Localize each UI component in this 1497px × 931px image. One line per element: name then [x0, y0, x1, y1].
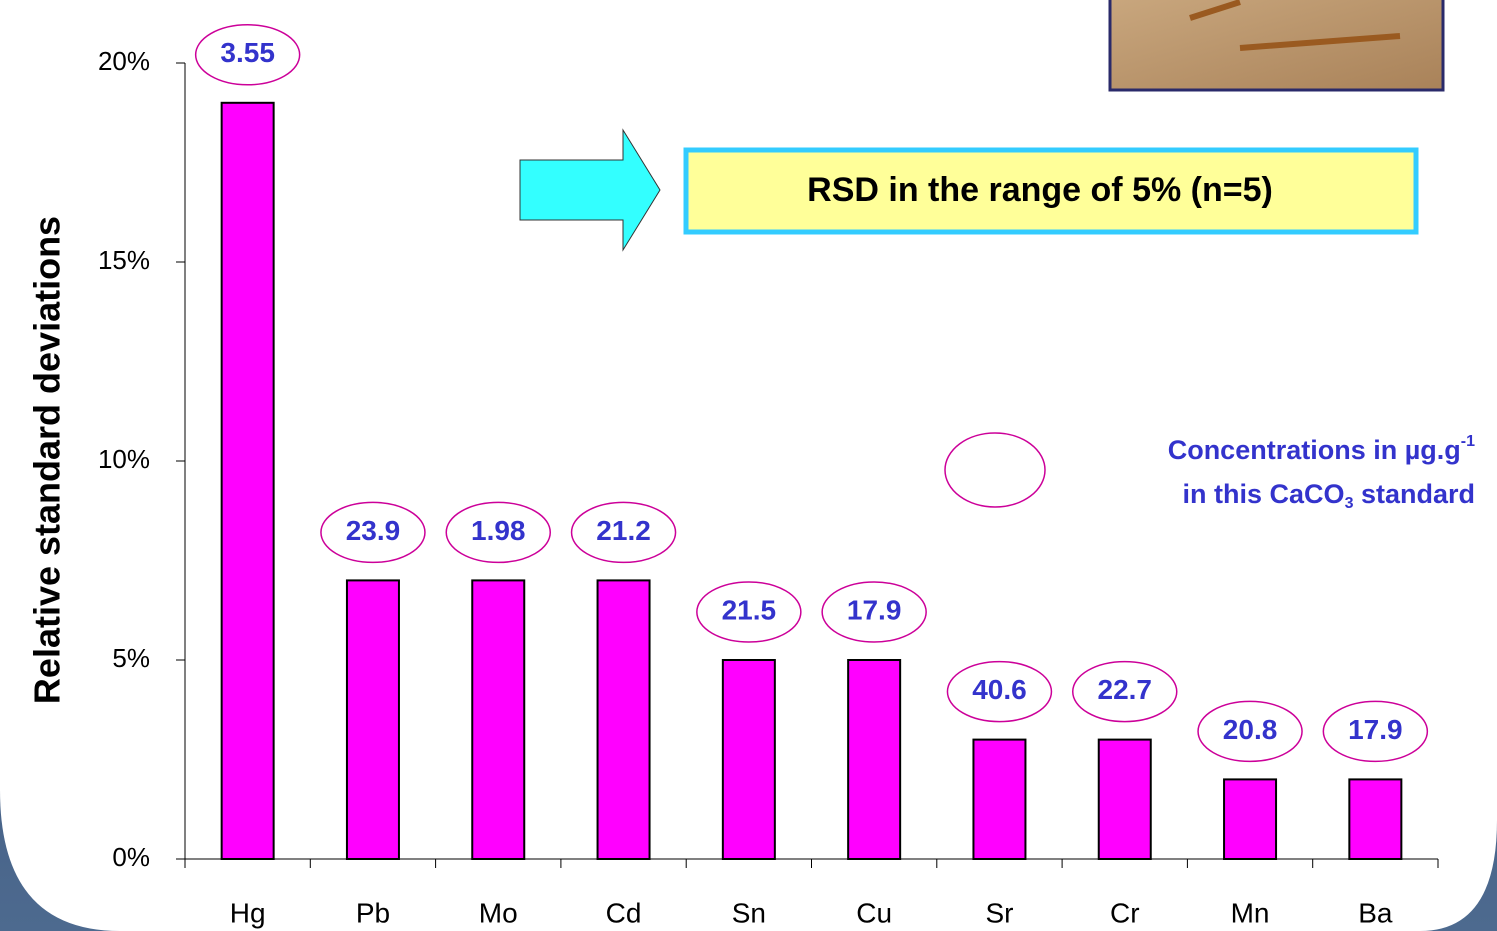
y-tick-label: 20%	[98, 46, 150, 76]
concentration-ellipse	[1322, 700, 1429, 763]
legend-text: Concentrations in µg.g	[1168, 435, 1461, 465]
bar	[1223, 778, 1278, 861]
x-tick-label: Cu	[856, 897, 892, 928]
y-tick-label: 0%	[112, 842, 150, 872]
bar	[345, 579, 400, 861]
x-tick-label: Pb	[356, 897, 390, 928]
x-tick-label: Cd	[606, 897, 642, 928]
legend-line: in this CaCO3 standard	[1183, 479, 1475, 512]
concentration-ellipse	[821, 581, 927, 643]
y-tick-label: 10%	[98, 444, 150, 474]
legend-ellipse	[944, 432, 1046, 508]
concentration-label: 21.2	[596, 515, 651, 546]
concentration-ellipse	[570, 501, 677, 564]
bar	[596, 579, 651, 861]
legend-sub: 3	[1345, 495, 1354, 512]
photo-detail	[1189, 0, 1401, 51]
concentration-ellipse	[1197, 700, 1303, 763]
concentration-ellipse	[194, 24, 301, 86]
bar	[220, 101, 275, 861]
bar	[721, 659, 776, 860]
x-tick-label: Ba	[1358, 897, 1393, 928]
concentration-ellipse	[320, 501, 426, 564]
concentration-ellipse	[1072, 660, 1178, 723]
concentration-label: 20.8	[1223, 714, 1278, 745]
y-tick-label: 5%	[112, 643, 150, 673]
x-tick-label: Mo	[479, 897, 518, 928]
concentration-label: 3.55	[220, 37, 275, 68]
legend-sup: -1	[1461, 433, 1475, 450]
callout-box	[683, 147, 1419, 235]
x-tick-label: Sn	[732, 897, 766, 928]
concentration-ellipse	[696, 581, 802, 643]
x-tick-label: Mn	[1231, 897, 1270, 928]
x-tick-label: Sr	[985, 897, 1013, 928]
callout: RSD in the range of 5% (n=5)	[807, 171, 1273, 209]
bar	[972, 738, 1027, 860]
x-tick-label: Hg	[230, 897, 266, 928]
bar	[1097, 738, 1152, 860]
bar	[1348, 778, 1403, 861]
concentration-ellipse	[946, 660, 1053, 723]
y-axis-title: Relative standard deviations	[27, 216, 68, 704]
concentration-label: 40.6	[972, 674, 1027, 705]
concentration-label: 17.9	[1348, 714, 1403, 745]
bar	[847, 659, 902, 860]
concentration-ellipse	[445, 501, 551, 564]
legend-line: Concentrations in µg.g-1	[1168, 433, 1475, 465]
concentration-label: 23.9	[346, 515, 401, 546]
bar	[471, 579, 526, 861]
concentration-label: 1.98	[471, 515, 526, 546]
concentration-label: 21.5	[722, 594, 777, 625]
x-tick-label: Cr	[1110, 897, 1140, 928]
legend-text: in this CaCO	[1183, 479, 1345, 509]
concentration-label: 17.9	[847, 594, 902, 625]
concentration-label: 22.7	[1098, 674, 1153, 705]
y-tick-label: 15%	[98, 245, 150, 275]
arrow	[519, 128, 661, 252]
legend-text: standard	[1353, 479, 1475, 509]
